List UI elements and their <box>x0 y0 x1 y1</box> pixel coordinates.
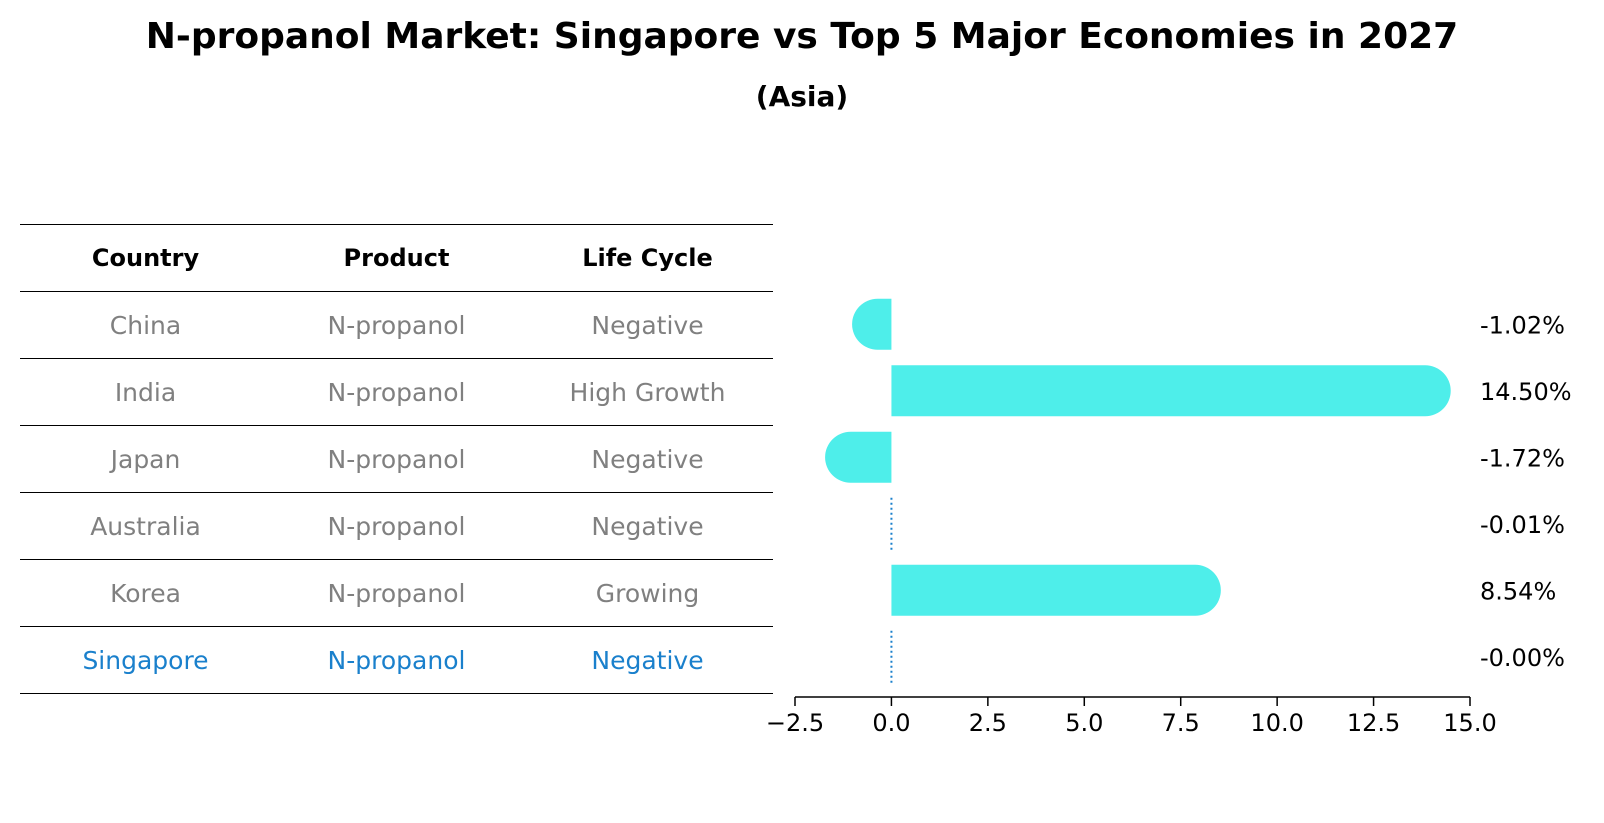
bar <box>891 365 1451 417</box>
table-header-row: Country Product Life Cycle <box>20 224 773 292</box>
x-tick-label: 0.0 <box>872 709 910 737</box>
cell-product: N-propanol <box>271 358 522 426</box>
table-row: India N-propanol High Growth <box>20 358 773 426</box>
table-row: Australia N-propanol Negative <box>20 492 773 560</box>
cell-country: China <box>20 291 271 359</box>
cell-country: Japan <box>20 425 271 493</box>
x-tick-label: 7.5 <box>1162 709 1200 737</box>
bar-value-label: -1.02% <box>1480 311 1565 339</box>
cell-product: N-propanol <box>271 291 522 359</box>
cell-life-cycle: Negative <box>522 626 773 694</box>
x-tick-label: 10.0 <box>1250 709 1303 737</box>
cell-product: N-propanol <box>271 425 522 493</box>
table-row: Korea N-propanol Growing <box>20 559 773 627</box>
x-tick-label: 15.0 <box>1443 709 1496 737</box>
cell-product: N-propanol <box>271 559 522 627</box>
country-table: Country Product Life Cycle China N-propa… <box>20 224 773 694</box>
cell-life-cycle: Negative <box>522 291 773 359</box>
header-product: Product <box>271 224 522 292</box>
header-life-cycle: Life Cycle <box>522 224 773 292</box>
x-tick-label: −2.5 <box>766 709 824 737</box>
bar-value-label: 14.50% <box>1480 378 1572 406</box>
cell-product: N-propanol <box>271 626 522 694</box>
table-row: China N-propanol Negative <box>20 291 773 359</box>
bar-value-label: -0.01% <box>1480 511 1565 539</box>
cell-life-cycle: Negative <box>522 425 773 493</box>
bar-value-label: 8.54% <box>1480 577 1556 605</box>
cell-life-cycle: High Growth <box>522 358 773 426</box>
cell-country: Korea <box>20 559 271 627</box>
chart-title: N-propanol Market: Singapore vs Top 5 Ma… <box>145 16 1459 57</box>
bar <box>852 298 892 350</box>
bar <box>891 564 1221 616</box>
header-country: Country <box>20 224 271 292</box>
cell-product: N-propanol <box>271 492 522 560</box>
cell-country: India <box>20 358 271 426</box>
x-tick-label: 12.5 <box>1347 709 1400 737</box>
cell-country: Australia <box>20 492 271 560</box>
cell-country: Singapore <box>20 626 271 694</box>
bar-value-label: -1.72% <box>1480 444 1565 472</box>
chart-subtitle: (Asia) <box>755 80 849 113</box>
table-row-highlighted: Singapore N-propanol Negative <box>20 626 773 694</box>
table-row: Japan N-propanol Negative <box>20 425 773 493</box>
bar-value-label: -0.00% <box>1480 644 1565 672</box>
cell-life-cycle: Negative <box>522 492 773 560</box>
x-tick-label: 5.0 <box>1065 709 1103 737</box>
cell-life-cycle: Growing <box>522 559 773 627</box>
x-tick-label: 2.5 <box>969 709 1007 737</box>
bar <box>825 431 892 483</box>
